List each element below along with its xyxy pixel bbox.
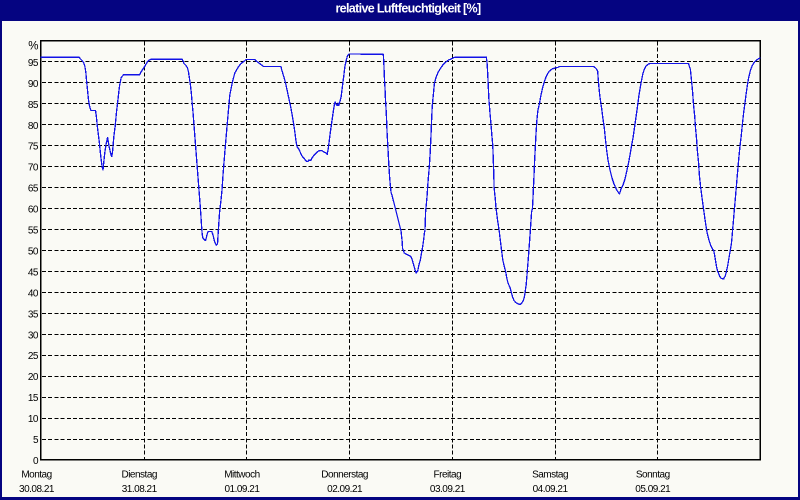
svg-text:70: 70 (28, 163, 39, 174)
svg-text:%: % (28, 40, 38, 52)
svg-text:30.08.21: 30.08.21 (19, 484, 55, 495)
svg-text:65: 65 (28, 184, 39, 195)
svg-text:31.08.21: 31.08.21 (122, 484, 158, 495)
svg-text:15: 15 (28, 393, 39, 404)
svg-text:Sonntag: Sonntag (636, 470, 670, 481)
svg-text:Montag: Montag (21, 470, 51, 481)
svg-text:Samstag: Samstag (532, 470, 568, 481)
svg-text:05.09.21: 05.09.21 (635, 484, 671, 495)
svg-text:10: 10 (28, 414, 39, 425)
svg-text:30: 30 (28, 330, 39, 341)
svg-text:25: 25 (28, 351, 39, 362)
svg-text:Freitag: Freitag (434, 470, 462, 481)
svg-text:02.09.21: 02.09.21 (327, 484, 363, 495)
svg-text:Donnerstag: Donnerstag (321, 470, 368, 481)
svg-text:Mittwoch: Mittwoch (224, 470, 259, 481)
svg-text:80: 80 (28, 121, 39, 132)
svg-text:85: 85 (28, 100, 39, 111)
svg-text:0: 0 (33, 456, 39, 467)
svg-text:95: 95 (28, 58, 39, 69)
svg-text:45: 45 (28, 267, 39, 278)
svg-text:relative Luftfeuchtigkeit [%]: relative Luftfeuchtigkeit [%] (335, 2, 481, 16)
svg-text:55: 55 (28, 226, 39, 237)
svg-text:04.09.21: 04.09.21 (533, 484, 569, 495)
svg-text:35: 35 (28, 309, 39, 320)
svg-text:40: 40 (28, 288, 39, 299)
svg-text:Dienstag: Dienstag (121, 470, 156, 481)
svg-text:75: 75 (28, 142, 39, 153)
svg-text:50: 50 (28, 246, 39, 257)
svg-text:20: 20 (28, 372, 39, 383)
svg-text:5: 5 (33, 435, 39, 446)
svg-text:01.09.21: 01.09.21 (224, 484, 260, 495)
svg-text:03.09.21: 03.09.21 (430, 484, 466, 495)
svg-text:60: 60 (28, 205, 39, 216)
svg-text:90: 90 (28, 79, 39, 90)
